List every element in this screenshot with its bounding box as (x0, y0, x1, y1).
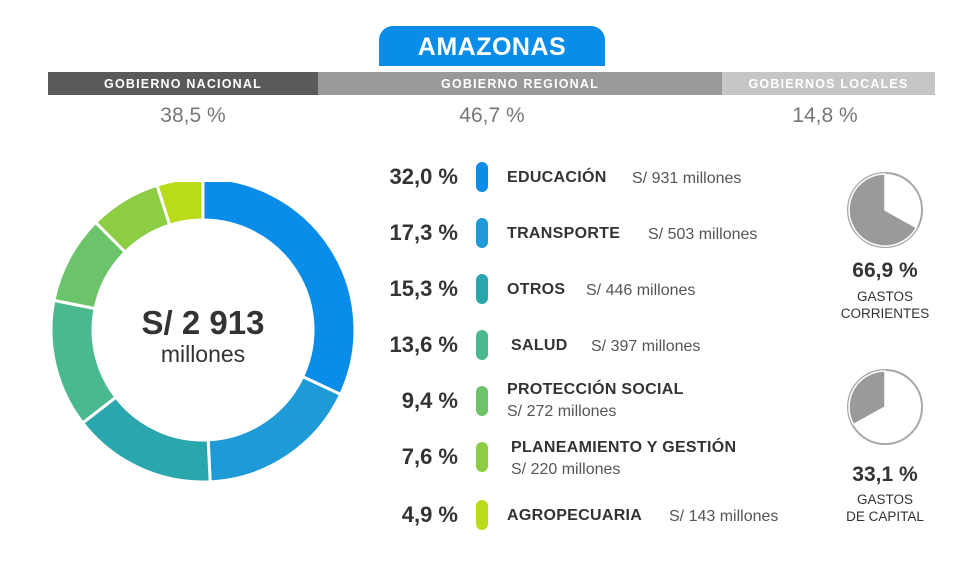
category-color-marker (476, 274, 488, 304)
capital-expenses-pie (847, 369, 923, 445)
category-color-marker (476, 218, 488, 248)
donut-total-unit: millones (161, 341, 245, 367)
category-percent: 17,3 % (389, 220, 459, 245)
category-color-marker (476, 330, 488, 360)
gov-regional-percent: 46,7 % (459, 104, 525, 127)
category-name: SALUD (511, 337, 568, 354)
category-amount: S/ 143 millones (669, 508, 779, 525)
gov-local-percent: 14,8 % (792, 104, 858, 127)
current-expenses-pie (847, 172, 923, 248)
category-percent: 7,6 % (401, 444, 458, 469)
donut-segment-salud (49, 298, 119, 425)
category-name: PROTECCIÓN SOCIAL (507, 381, 684, 398)
capital-expenses-slice (848, 370, 886, 426)
capital-expenses-label-1: GASTOS (856, 492, 914, 507)
category-amount: S/ 503 millones (648, 226, 758, 243)
category-name: OTROS (507, 281, 566, 298)
category-name: EDUCACIÓN (507, 169, 607, 186)
donut-total-amount: S/ 2 913 (142, 304, 265, 341)
gov-regional-bar: GOBIERNO REGIONAL (318, 72, 722, 95)
category-name: AGROPECUARIA (507, 507, 643, 524)
category-amount: S/ 220 millones (511, 461, 621, 478)
category-percent: 4,9 % (401, 502, 458, 527)
category-amount: S/ 446 millones (586, 282, 696, 299)
category-percent: 32,0 % (389, 164, 459, 189)
capital-expenses-percent: 33,1 % (852, 463, 918, 486)
donut-segment-transporte (206, 374, 343, 482)
category-color-marker (476, 500, 488, 530)
category-amount: S/ 931 millones (632, 170, 742, 187)
category-color-marker (476, 162, 488, 192)
current-expenses-label-2: CORRIENTES (840, 306, 930, 321)
category-percent: 9,4 % (401, 388, 458, 413)
category-amount: S/ 272 millones (507, 403, 617, 420)
current-expenses-slice (848, 173, 918, 247)
category-color-marker (476, 442, 488, 472)
region-title: AMAZONAS (379, 26, 605, 66)
gov-national-bar: GOBIERNO NACIONAL (48, 72, 318, 95)
gov-national-percent: 38,5 % (160, 104, 226, 127)
capital-expenses-label-2: DE CAPITAL (846, 509, 924, 524)
category-percent: 13,6 % (389, 332, 459, 357)
category-color-marker (476, 386, 488, 416)
gov-local-bar: GOBIERNOS LOCALES (722, 72, 935, 95)
category-name: PLANEAMIENTO Y GESTIÓN (511, 439, 737, 456)
current-expenses-label-1: GASTOS (856, 289, 914, 304)
current-expenses-percent: 66,9 % (852, 259, 918, 282)
budget-donut-chart: S/ 2 913 millones (49, 182, 357, 482)
category-amount: S/ 397 millones (591, 338, 701, 355)
category-percent: 15,3 % (389, 276, 459, 301)
category-name: TRANSPORTE (507, 225, 621, 242)
donut-segment-agropecuaria (155, 182, 205, 228)
